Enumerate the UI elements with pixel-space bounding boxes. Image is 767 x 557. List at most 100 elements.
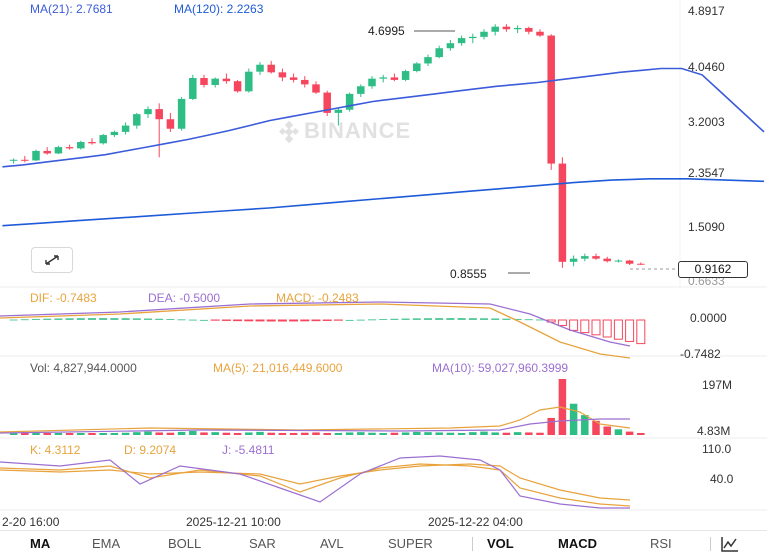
macd-histogram-bar [480,318,488,320]
volume-bar [514,432,522,435]
expand-button[interactable] [31,247,73,273]
volume-bar [536,433,544,435]
macd-histogram-bar [155,319,163,320]
macd-histogram-bar [122,318,130,320]
kdj-d-label: D: 9.2074 [124,443,176,457]
volume-bar [424,432,432,435]
volume-bar [290,433,298,435]
candle-body [435,48,443,57]
macd-histogram-bar [21,319,29,320]
volume-bar [32,433,40,435]
macd-histogram-bar [10,320,18,321]
tab-super[interactable]: SUPER [388,536,433,551]
time-tick: 2025-12-21 10:00 [186,515,281,529]
macd-histogram-bar [558,320,566,325]
volume-bar [133,432,141,435]
macd-histogram-bar [592,320,600,335]
volume-bar [346,432,354,435]
tab-rsi[interactable]: RSI [650,536,672,551]
candle-body [357,86,365,94]
macd-histogram-bar [99,318,107,320]
candle-body [402,71,410,80]
volume-bar [503,433,511,435]
macd-histogram-bar [390,319,398,320]
macd-histogram-bar [256,320,264,321]
macd-pane [0,302,645,358]
volume-bar [368,433,376,435]
candle-body [447,43,455,48]
tab-avl[interactable]: AVL [320,536,344,551]
volume-bar [581,415,589,435]
macd-histogram-bar [301,320,309,321]
candle-body [178,99,186,129]
macd-histogram-bar [413,318,421,320]
tab-macd[interactable]: MACD [558,536,597,551]
volume-bar [547,418,555,435]
macd-histogram-bar [166,319,174,320]
macd-histogram-bar [346,320,354,321]
dea-label: DEA: -0.5000 [148,291,220,305]
candle-body [77,142,85,148]
volume-bar [323,433,331,435]
macd-histogram-bar [626,320,634,341]
indicator-settings-icon[interactable] [720,535,740,553]
macd-tick: -0.7482 [680,347,721,361]
macd-histogram-bar [424,318,432,320]
macd-histogram-bar [525,319,533,320]
ma21-label: MA(21): 2.7681 [30,2,113,16]
macd-histogram-bar [144,318,152,320]
volume-bar [200,432,208,435]
macd-histogram-bar [290,320,298,321]
chart-canvas[interactable] [0,0,767,530]
macd-histogram-bar [66,318,74,320]
volume-bar [435,432,443,435]
volume-bar [211,432,219,435]
high-price-annotation: 4.6995 [368,24,405,38]
tab-boll[interactable]: BOLL [168,536,201,551]
macd-histogram-bar [368,319,376,320]
volume-bar [279,433,287,435]
macd-histogram-bar [491,318,499,320]
candle-body [346,94,354,110]
vol-ma10-label: MA(10): 59,027,960.3999 [432,361,568,375]
tab-sar[interactable]: SAR [249,536,276,551]
volume-pane [0,379,645,435]
volume-bar [447,433,455,435]
kdj-tick: 110.0 [702,442,731,456]
candle-body [43,151,51,154]
candle-body [379,77,387,78]
tab-ma[interactable]: MA [30,536,50,551]
volume-bar [245,432,253,435]
tab-separator [710,537,711,551]
tab-vol[interactable]: VOL [487,536,514,551]
volume-tick: 197M [702,378,732,392]
candle-body [480,32,488,37]
kdj-pane [0,456,630,508]
macd-histogram-bar [502,319,510,320]
macd-histogram-bar [278,320,286,321]
candle-body [211,79,219,85]
macd-histogram-bar [458,318,466,320]
candle-body [88,142,96,143]
macd-histogram-bar [570,320,578,330]
macd-histogram-bar [133,318,141,320]
macd-histogram-bar [581,320,589,333]
price-tick: 1.5090 [688,220,725,234]
candle-body [525,28,533,32]
candle-body [301,80,309,84]
volume-bar [66,433,74,435]
macd-histogram-bar [200,320,208,321]
time-tick: 2025-12-22 04:00 [428,515,523,529]
candle-body [55,147,63,153]
candle-body [245,72,253,92]
macd-histogram-bar [614,320,622,339]
volume-bar [458,433,466,435]
expand-icon [43,253,61,267]
candle-body [256,65,264,72]
candlestick-pane [2,24,764,273]
volume-bar [603,426,611,435]
time-tick: 2-20 16:00 [2,515,59,529]
candle-body [581,256,589,259]
price-tick: 4.8917 [688,4,725,18]
tab-ema[interactable]: EMA [92,536,120,551]
